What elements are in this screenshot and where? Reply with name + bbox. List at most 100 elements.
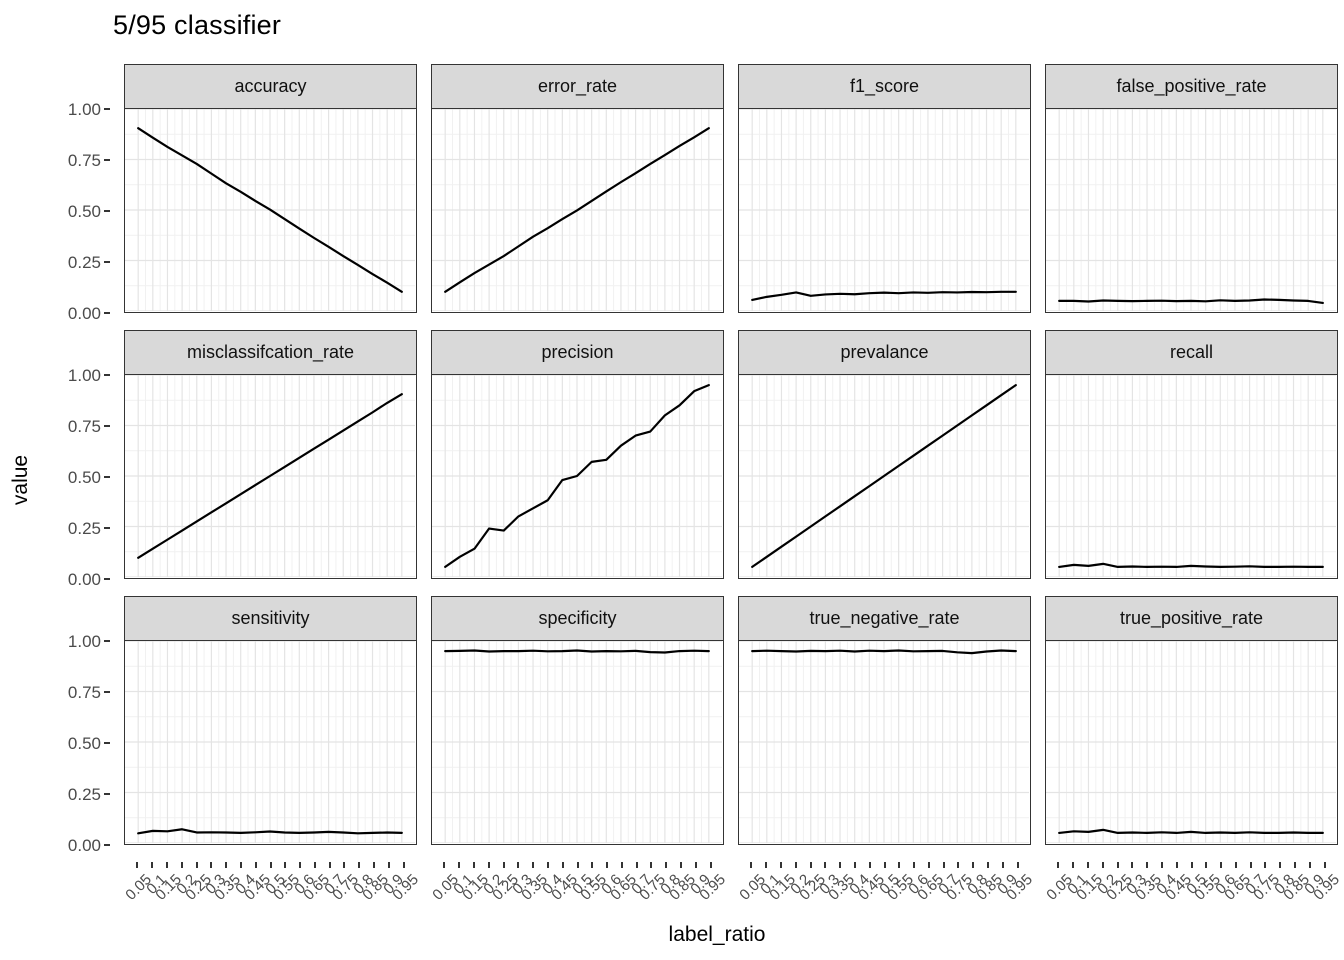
x-tick-mark: [1101, 862, 1104, 868]
y-tick-mark: [104, 476, 110, 478]
chart-title: 5/95 classifier: [113, 10, 282, 40]
x-tick-mark: [1131, 862, 1134, 868]
y-tick-label: 0.25: [67, 785, 101, 804]
panel-plot-svg: [432, 109, 722, 311]
x-tick-mark: [517, 862, 520, 868]
metric-line-accuracy: [137, 127, 403, 293]
facet-panel-prevalance: prevalance: [738, 330, 1031, 579]
panel-plot-svg: [739, 109, 1029, 311]
x-axis-gutter: [0, 862, 110, 948]
y-tick-mark: [104, 844, 110, 846]
x-tick-mark: [1001, 862, 1004, 868]
x-axis-title: label_ratio: [668, 923, 766, 946]
x-tick-mark: [1057, 862, 1060, 868]
x-tick-mark: [532, 862, 535, 868]
y-tick-label: 0.00: [67, 836, 101, 855]
facet-row: 1.00 0.75 0.50 0.25 0.00 misclassifcation_rat…: [0, 330, 1344, 588]
y-tick-mark: [104, 261, 110, 263]
y-tick-mark: [104, 691, 110, 693]
metric-line-prevalance: [751, 384, 1017, 568]
facet-strip-label: prevalance: [738, 330, 1031, 375]
x-tick-mark: [373, 862, 376, 868]
x-tick-mark: [458, 862, 461, 868]
x-tick-mark: [210, 862, 213, 868]
x-tick-mark: [824, 862, 827, 868]
y-tick-mark: [104, 527, 110, 529]
x-tick-mark: [1294, 862, 1297, 868]
metric-line-true_negative_rate: [751, 649, 1017, 655]
facet-row: 1.00 0.75 0.50 0.25 0.00 accuracy error_rate f1…: [0, 64, 1344, 322]
x-tick-mark: [502, 862, 505, 868]
metric-line-specificity: [444, 649, 710, 654]
metric-line-true_positive_rate: [1058, 828, 1324, 834]
x-tick-mark: [165, 862, 168, 868]
y-tick-mark: [104, 578, 110, 580]
x-tick-mark: [665, 862, 668, 868]
panel-area: [431, 375, 724, 579]
panel-area: [124, 641, 417, 845]
facet-strip-label: true_positive_rate: [1045, 596, 1338, 641]
panel-plot-svg: [1046, 109, 1336, 311]
facet-strip-label: misclassifcation_rate: [124, 330, 417, 375]
x-tick-mark: [254, 862, 257, 868]
facet-panel-specificity: specificity: [431, 596, 724, 845]
metric-line-error_rate: [444, 127, 710, 293]
y-tick-mark: [104, 312, 110, 314]
x-axis-row: 0.05 0.1 0.15 0.2 0.25 0.3 0.35 0.4 0.45 0.5 0.55 0…: [0, 862, 1344, 948]
x-tick-mark: [1160, 862, 1163, 868]
x-tick-mark: [1086, 862, 1089, 868]
x-tick-mark: [750, 862, 753, 868]
metric-line-misclassifcation_rate: [137, 393, 403, 559]
x-tick-mark: [239, 862, 242, 868]
facet-panel-sensitivity: sensitivity: [124, 596, 417, 845]
y-axis-gutter: 1.00 0.75 0.50 0.25 0.00: [0, 596, 110, 854]
x-tick-mark: [913, 862, 916, 868]
x-tick-mark: [358, 862, 361, 868]
metric-line-f1_score: [751, 290, 1017, 301]
x-tick-mark: [225, 862, 228, 868]
x-tick-mark: [680, 862, 683, 868]
facet-strip-label: recall: [1045, 330, 1338, 375]
y-tick-label: 0.75: [67, 151, 101, 170]
x-tick-column: 0.05 0.1 0.15 0.2 0.25 0.3 0.35 0.4 0.45 0.5 0.55 0…: [1044, 862, 1343, 948]
y-tick-label: 0.50: [67, 734, 101, 753]
x-tick-mark: [650, 862, 653, 868]
panel-area: [124, 109, 417, 313]
x-tick-mark: [180, 862, 183, 868]
x-tick-mark: [620, 862, 623, 868]
x-tick-column: 0.05 0.1 0.15 0.2 0.25 0.3 0.35 0.4 0.45 0.5 0.55 0…: [430, 862, 729, 948]
x-tick-mark: [765, 862, 768, 868]
x-tick-mark: [472, 862, 475, 868]
panel-plot-svg: [432, 375, 722, 577]
x-tick-mark: [269, 862, 272, 868]
panel-area: [738, 109, 1031, 313]
x-tick-column: 0.05 0.1 0.15 0.2 0.25 0.3 0.35 0.4 0.45 0.5 0.55 0…: [737, 862, 1036, 948]
x-tick-mark: [1072, 862, 1075, 868]
y-tick-label: 0.75: [67, 683, 101, 702]
x-tick-mark: [987, 862, 990, 868]
x-tick-mark: [387, 862, 390, 868]
facet-panel-true_positive_rate: true_positive_rate: [1045, 596, 1338, 845]
x-tick-mark: [883, 862, 886, 868]
metric-line-false_positive_rate: [1058, 298, 1324, 305]
y-tick-label: 1.00: [67, 632, 101, 651]
panel-plot-svg: [739, 641, 1029, 843]
x-tick-mark: [136, 862, 139, 868]
x-tick-mark: [942, 862, 945, 868]
x-tick-mark: [313, 862, 316, 868]
panel-plot-svg: [125, 109, 415, 311]
x-tick-mark: [591, 862, 594, 868]
facet-strip-label: sensitivity: [124, 596, 417, 641]
panel-area: [738, 641, 1031, 845]
x-tick-mark: [794, 862, 797, 868]
x-tick-mark: [1116, 862, 1119, 868]
x-tick-mark: [443, 862, 446, 868]
x-tick-mark: [1016, 862, 1019, 868]
panel-area: [1045, 641, 1338, 845]
metric-line-precision: [444, 384, 710, 568]
facet-panel-misclassifcation_rate: misclassifcation_rate: [124, 330, 417, 579]
x-tick-mark: [1308, 862, 1311, 868]
x-tick-mark: [561, 862, 564, 868]
x-tick-mark: [606, 862, 609, 868]
y-tick-mark: [104, 374, 110, 376]
